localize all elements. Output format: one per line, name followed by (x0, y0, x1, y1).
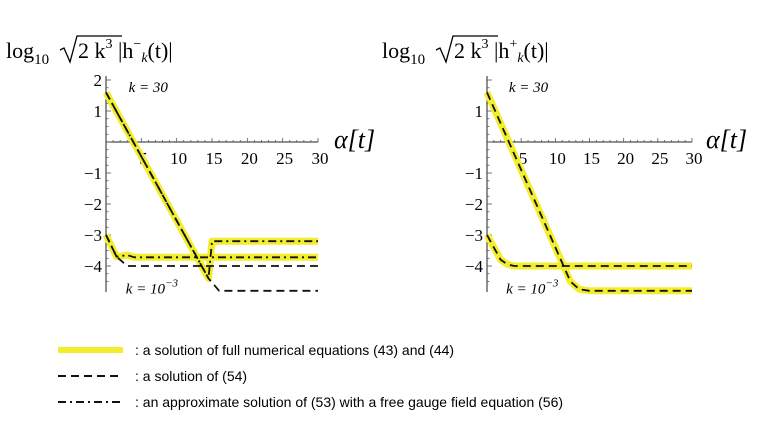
y-tick-label: −4 (84, 257, 103, 276)
chart-title: log10 2 k3 |h+k(t)| (382, 35, 549, 68)
title-sign: − (133, 37, 141, 52)
x-tick-label: 15 (206, 149, 223, 168)
legend: : a solution of full numerical equations… (58, 342, 563, 410)
annotation-label: k = 30 (509, 80, 549, 96)
title-abs-open: |h (489, 38, 510, 63)
y-tick-label: 1 (94, 102, 103, 121)
title-radicand: 2 k (454, 38, 482, 63)
title-log: log (382, 38, 410, 63)
title-subscript: 10 (34, 52, 49, 68)
legend-text: : a solution of full numerical equations… (135, 342, 454, 358)
approx-solution-line (105, 91, 318, 280)
title-log: log (6, 38, 34, 63)
x-tick-label: 30 (686, 149, 703, 168)
title-power: 3 (482, 37, 489, 52)
sqrt-sign (435, 35, 498, 64)
title-radicand: 2 k (78, 38, 106, 63)
annotation-label: k = 10−3 (506, 278, 559, 298)
title-k: k (141, 51, 148, 66)
x-tick-label: 25 (651, 149, 668, 168)
y-tick-label: −3 (465, 226, 483, 245)
x-tick-label: 25 (276, 149, 293, 168)
title-k: k (517, 51, 524, 66)
title-subscript: 10 (410, 52, 425, 68)
title-power: 3 (106, 37, 113, 52)
series (102, 90, 318, 292)
x-axis-label: α[t] (334, 125, 375, 154)
title-arg: (t)| (148, 38, 173, 63)
sqrt-sign (59, 35, 122, 64)
solution-54-line (105, 234, 318, 267)
legend-text: : an approximate solution of (53) with a… (135, 394, 563, 410)
svg-text:2 k3 |h−k(t)|: 2 k3 |h−k(t)| (78, 37, 173, 66)
title-arg: (t)| (524, 38, 549, 63)
solution-54-line (105, 91, 318, 292)
solution-54-line (486, 92, 692, 292)
y-tick-label: −1 (465, 164, 483, 183)
x-tick-label: 30 (312, 149, 329, 168)
y-tick-label: −3 (84, 226, 102, 245)
svg-text:log10: log10 (6, 38, 49, 68)
title-abs-open: |h (113, 38, 134, 63)
legend-item: : an approximate solution of (53) with a… (58, 394, 563, 410)
axes: 5 10 15 20 25 30 −4 −3 −2 −1 1 (465, 76, 703, 292)
full-solution-line (483, 90, 692, 295)
x-tick-label: 10 (549, 149, 566, 168)
x-tick-label: 20 (241, 149, 258, 168)
x-tick-label: 20 (617, 149, 634, 168)
y-tick-label: −2 (84, 195, 102, 214)
annotation-label: k = 10−3 (126, 278, 179, 298)
y-tick-label: 2 (94, 71, 103, 90)
x-axis-label: α[t] (706, 125, 747, 154)
svg-text:log10: log10 (382, 38, 425, 68)
series (483, 90, 692, 295)
chart-title: log10 2 k3 |h−k(t)| (6, 35, 173, 68)
legend-item: : a solution of (54) (58, 368, 247, 384)
right-panel: log10 2 k3 |h+k(t)|5 10 15 20 25 30−4−3−2−11α[… (382, 35, 747, 298)
full-solution-line (483, 233, 692, 270)
x-tick-label: 15 (583, 149, 600, 168)
title-sign: + (509, 37, 517, 52)
y-tick-label: −4 (465, 257, 484, 276)
y-tick-label: −2 (465, 195, 483, 214)
solution-54-line (486, 234, 692, 267)
svg-text:2 k3 |h+k(t)|: 2 k3 |h+k(t)| (454, 37, 549, 66)
annotation-label: k = 30 (129, 80, 169, 96)
y-tick-label: −1 (84, 164, 102, 183)
x-tick-label: 10 (170, 149, 187, 168)
legend-text: : a solution of (54) (135, 368, 247, 384)
legend-item: : a solution of full numerical equations… (58, 342, 454, 358)
approx-solution-line (105, 234, 318, 259)
y-tick-label: 1 (475, 102, 484, 121)
left-panel: log10 2 k3 |h−k(t)|5 10 15 20 25 30−4−3−2−112α… (6, 35, 375, 298)
x-tick-label: 5 (519, 149, 528, 168)
